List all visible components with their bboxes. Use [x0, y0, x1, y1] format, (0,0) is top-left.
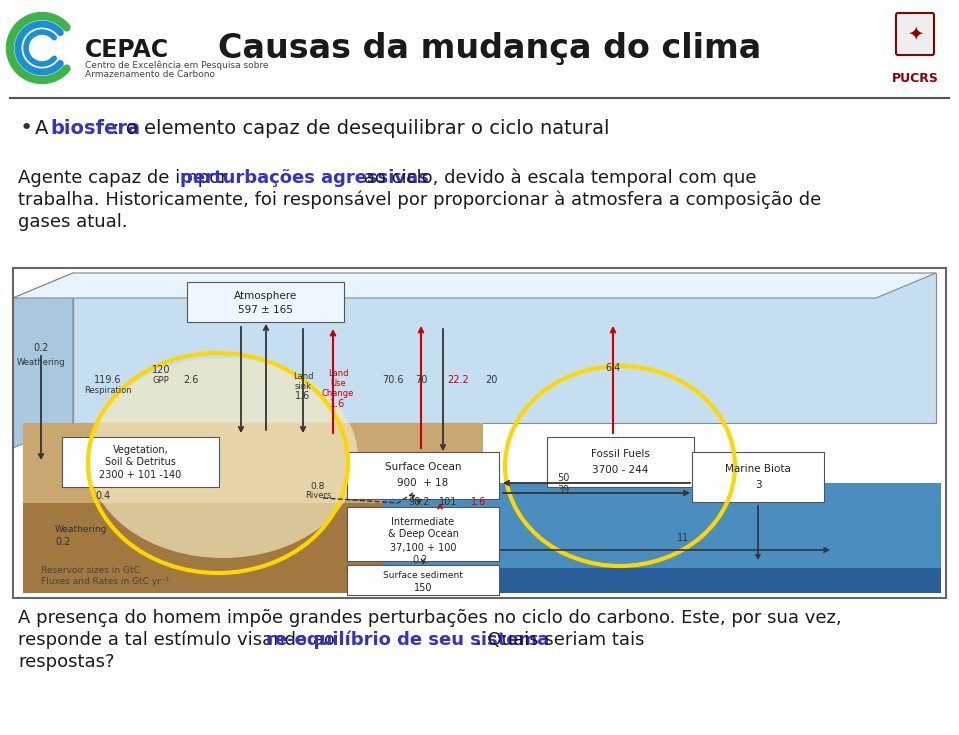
Text: 37,100 + 100: 37,100 + 100	[389, 543, 456, 553]
Text: Rivers: Rivers	[305, 490, 331, 500]
Text: Surface sediment: Surface sediment	[383, 572, 463, 581]
Bar	[13, 268, 946, 598]
FancyBboxPatch shape	[347, 507, 499, 561]
Text: 2.6: 2.6	[183, 375, 199, 385]
Text: perturbações agressivas: perturbações agressivas	[180, 169, 429, 187]
Text: Surface Ocean: Surface Ocean	[385, 462, 461, 472]
Text: 3700 - 244: 3700 - 244	[593, 465, 648, 475]
Polygon shape	[13, 273, 73, 448]
Text: Marine Biota: Marine Biota	[725, 464, 791, 474]
Text: 0.4: 0.4	[95, 491, 110, 501]
FancyBboxPatch shape	[896, 13, 934, 55]
Text: Atmosphere: Atmosphere	[234, 291, 297, 301]
Text: : o elemento capaz de desequilibrar o ciclo natural: : o elemento capaz de desequilibrar o ci…	[113, 118, 610, 137]
Text: 1.6: 1.6	[295, 391, 311, 401]
Text: Fossil Fuels: Fossil Fuels	[591, 449, 650, 459]
Text: Land: Land	[292, 371, 314, 381]
Polygon shape	[23, 423, 483, 593]
Text: 119.6: 119.6	[94, 375, 122, 385]
FancyBboxPatch shape	[692, 452, 824, 502]
Text: 3: 3	[755, 480, 761, 490]
Text: 1.6: 1.6	[472, 497, 486, 507]
Text: A presença do homem impõe grandes perturbações no ciclo do carbono. Este, por su: A presença do homem impõe grandes pertur…	[18, 609, 842, 627]
Text: . Quais seriam tais: . Quais seriam tais	[476, 631, 644, 649]
Text: Reservoir sizes in GtC: Reservoir sizes in GtC	[41, 566, 140, 575]
Text: Armazenamento de Carbono: Armazenamento de Carbono	[85, 70, 215, 79]
Text: & Deep Ocean: & Deep Ocean	[387, 529, 458, 539]
Text: Causas da mudança do clima: Causas da mudança do clima	[219, 32, 761, 65]
Text: biosfera: biosfera	[50, 118, 140, 137]
FancyBboxPatch shape	[347, 452, 499, 499]
Text: Change: Change	[322, 389, 354, 398]
Text: gases atual.: gases atual.	[18, 213, 128, 231]
Bar	[383, 568, 941, 593]
Text: Agente capaz de impor: Agente capaz de impor	[18, 169, 233, 187]
Polygon shape	[73, 273, 936, 423]
Text: 50: 50	[557, 473, 570, 483]
FancyBboxPatch shape	[62, 437, 219, 487]
Text: Weathering: Weathering	[55, 526, 107, 534]
Bar	[383, 483, 941, 568]
Text: respostas?: respostas?	[18, 653, 114, 671]
Text: sink: sink	[294, 381, 312, 390]
Polygon shape	[13, 273, 936, 298]
Text: Weathering: Weathering	[16, 358, 65, 367]
Text: Vegetation,: Vegetation,	[112, 445, 169, 455]
Text: 120: 120	[152, 365, 171, 375]
Text: •: •	[20, 118, 34, 138]
Text: 2300 + 101 -140: 2300 + 101 -140	[100, 470, 181, 480]
Text: 70.6: 70.6	[383, 375, 404, 385]
Text: GPP: GPP	[152, 376, 170, 384]
Text: Intermediate: Intermediate	[391, 517, 455, 527]
Text: re-equilíbrio de seu sistema: re-equilíbrio de seu sistema	[266, 631, 550, 649]
Text: Soil & Detritus: Soil & Detritus	[105, 457, 175, 467]
Text: 90.2: 90.2	[409, 497, 430, 507]
FancyBboxPatch shape	[547, 437, 694, 487]
Text: 597 ± 165: 597 ± 165	[238, 305, 292, 315]
Text: 0.8: 0.8	[311, 481, 325, 490]
Text: 70: 70	[415, 375, 427, 385]
Text: Use: Use	[330, 379, 346, 387]
Text: CEPAC: CEPAC	[85, 38, 169, 62]
Text: Respiration: Respiration	[84, 385, 131, 395]
Text: ao ciclo, devido à escala temporal com que: ao ciclo, devido à escala temporal com q…	[358, 169, 757, 187]
Text: 101: 101	[439, 497, 457, 507]
Text: 39: 39	[557, 485, 569, 495]
Text: trabalha. Historicamente, foi responsável por proporcionar à atmosfera a composi: trabalha. Historicamente, foi responsáve…	[18, 191, 821, 209]
Text: A: A	[35, 118, 55, 137]
FancyBboxPatch shape	[187, 282, 344, 322]
Text: 900  + 18: 900 + 18	[397, 478, 449, 488]
Text: 20: 20	[485, 375, 497, 385]
Text: Centro de Excelência em Pesquisa sobre: Centro de Excelência em Pesquisa sobre	[85, 60, 269, 70]
Text: 6.4: 6.4	[605, 363, 620, 373]
Text: 11: 11	[677, 533, 690, 543]
Text: responde a tal estímulo visando ao: responde a tal estímulo visando ao	[18, 631, 340, 649]
Text: 0.2: 0.2	[55, 537, 70, 547]
Text: 150: 150	[413, 583, 433, 593]
Text: Land: Land	[328, 368, 348, 378]
Text: 22.2: 22.2	[447, 375, 469, 385]
Ellipse shape	[88, 358, 358, 558]
FancyBboxPatch shape	[347, 565, 499, 595]
Text: PUCRS: PUCRS	[892, 71, 939, 85]
Text: Fluxes and Rates in GtC yr⁻¹: Fluxes and Rates in GtC yr⁻¹	[41, 577, 170, 586]
Text: 0.2: 0.2	[412, 555, 428, 565]
Text: 0.2: 0.2	[34, 343, 49, 353]
Polygon shape	[23, 503, 483, 593]
Text: 1.6: 1.6	[330, 399, 345, 409]
Text: ✦: ✦	[907, 24, 924, 43]
